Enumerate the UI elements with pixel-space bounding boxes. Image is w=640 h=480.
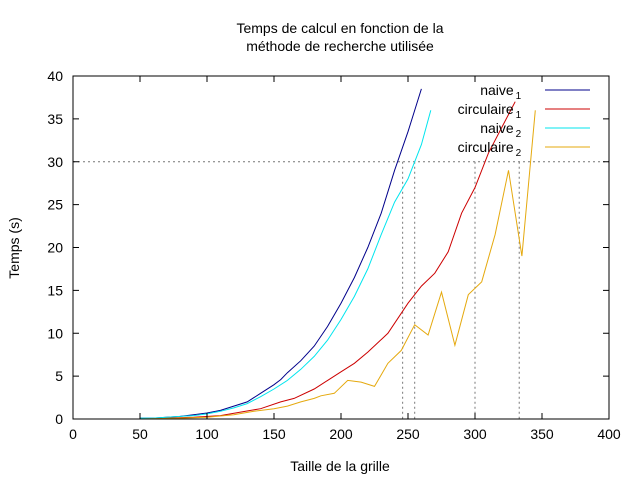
x-tick-label: 300 xyxy=(463,426,487,442)
y-tick-label: 10 xyxy=(47,325,63,341)
x-tick-label: 150 xyxy=(262,426,286,442)
chart-subtitle: méthode de recherche utilisée xyxy=(246,38,434,54)
x-tick-label: 50 xyxy=(132,426,148,442)
series-line-circulaire-1 xyxy=(139,101,516,419)
plot-area: 0 50 100 150 200 250 300 350 400 0 5 10 15 20 25 30 35 40… xyxy=(47,68,620,442)
y-axis-label: Temps (s) xyxy=(6,217,22,278)
plot-frame xyxy=(72,75,610,420)
x-axis-label: Taille de la grille xyxy=(290,458,390,474)
y-tick-label: 20 xyxy=(47,240,63,256)
y-tick-label: 25 xyxy=(47,197,63,213)
x-tick-label: 200 xyxy=(329,426,353,442)
legend-label-naive-2: naive 2 xyxy=(480,120,524,140)
chart-title: Temps de calcul en fonction de la xyxy=(236,20,443,36)
legend-label-circulaire-1: circulaire 1 xyxy=(458,101,524,121)
y-tick-label: 5 xyxy=(55,368,63,384)
y-tick-label: 40 xyxy=(47,68,63,84)
x-tick-label: 100 xyxy=(195,426,219,442)
y-tick-label: 0 xyxy=(55,411,63,427)
x-tick-label: 0 xyxy=(69,426,77,442)
legend-label-naive-1: naive 1 xyxy=(480,82,524,102)
y-tick-label: 35 xyxy=(47,111,63,127)
series-line-naive-2 xyxy=(140,110,432,419)
legend-label-circulaire-2: circulaire 2 xyxy=(458,139,524,159)
y-tick-label: 30 xyxy=(47,154,63,170)
y-tick-label: 15 xyxy=(47,282,63,298)
x-tick-label: 400 xyxy=(597,426,621,442)
series-line-circulaire-2 xyxy=(139,110,536,419)
x-tick-label: 250 xyxy=(396,426,420,442)
x-tick-label: 350 xyxy=(530,426,554,442)
series-line-naive-1 xyxy=(140,88,422,419)
